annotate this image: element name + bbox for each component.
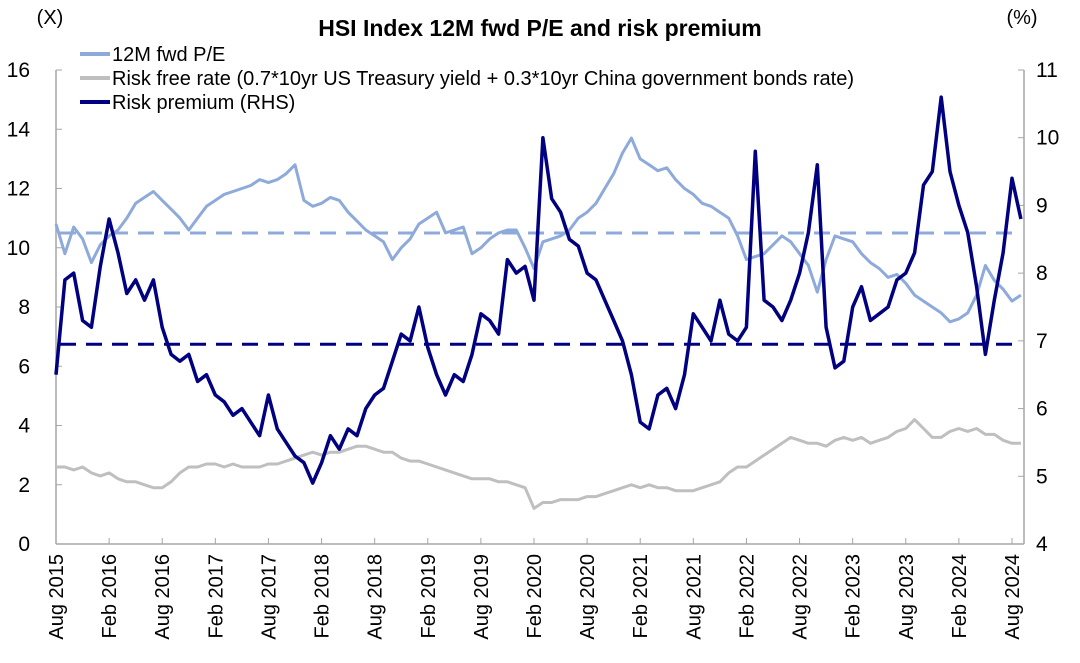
pe-series-line [54,136,1022,324]
right-axis-tick-label: 8 [1036,262,1048,285]
right-axis-tick-label: 4 [1036,533,1048,556]
left-axis-tick-label: 14 [7,118,31,141]
x-axis-tick-label: Feb 2018 [312,554,334,639]
left-axis-tick-label: 6 [18,355,30,378]
x-axis-tick-label: Feb 2021 [630,554,652,639]
x-axis-tick-label: Feb 2016 [99,554,121,639]
right-axis-tick-label: 11 [1036,59,1058,82]
x-axis-tick-label: Feb 2017 [205,554,227,639]
left-axis-tick-label: 4 [18,415,30,438]
left-axis-tick-label: 12 [7,178,30,201]
left-axis-tick-label: 0 [18,533,30,556]
right-axis-tick-label: 6 [1036,398,1048,421]
right-axis-tick-label: 5 [1036,465,1048,488]
x-axis-tick-label: Aug 2017 [258,554,280,640]
right-axis-tick-label: 9 [1036,194,1048,217]
x-axis-tick-label: Feb 2023 [843,554,865,639]
right-axis-tick-label: 7 [1036,330,1048,353]
right-axis-unit: (%) [1006,7,1037,29]
x-axis-tick-label: Aug 2021 [683,554,705,640]
legend: 12M fwd P/E Risk free rate (0.7*10yr US … [80,44,854,114]
x-axis-tick-label: Aug 2016 [152,554,174,640]
axes: 0 2 4 6 8 10 12 14 16 4 5 6 7 8 9 10 11 Aug 2015 Feb 2016 A… [7,59,1060,640]
x-axis-tick-label: Feb 2022 [736,554,758,639]
x-axis-tick-label: Aug 2019 [471,554,493,640]
chart-title: HSI Index 12M fwd P/E and risk premium [318,15,762,41]
x-axis-tick-label: Feb 2019 [418,554,440,639]
x-axis-tick-label: Feb 2020 [524,554,546,639]
risk-free-series-line [56,418,1021,510]
left-axis-unit: (X) [37,7,64,29]
x-axis-tick-label: Aug 2020 [577,554,599,640]
right-axis-tick-label: 10 [1036,127,1059,150]
left-axis-tick-label: 8 [18,296,30,319]
left-axis-tick-label: 2 [18,474,30,497]
x-axis-tick-label: Aug 2022 [790,554,812,640]
series-lines [54,95,1023,510]
x-axis-tick-label: Aug 2015 [46,554,68,640]
left-axis-tick-label: 10 [7,237,30,260]
x-axis-tick-label: Aug 2018 [365,554,387,640]
legend-label-risk-free: Risk free rate (0.7*10yr US Treasury yie… [112,68,854,90]
x-axis-tick-label: Aug 2023 [896,554,918,640]
risk-premium-series-line [54,95,1023,485]
left-axis-tick-label: 16 [7,59,30,82]
x-axis-tick-label: Feb 2024 [949,554,971,639]
x-axis-tick-label: Aug 2024 [1002,554,1024,640]
legend-label-risk-premium: Risk premium (RHS) [112,92,295,114]
legend-label-pe: 12M fwd P/E [112,44,225,66]
